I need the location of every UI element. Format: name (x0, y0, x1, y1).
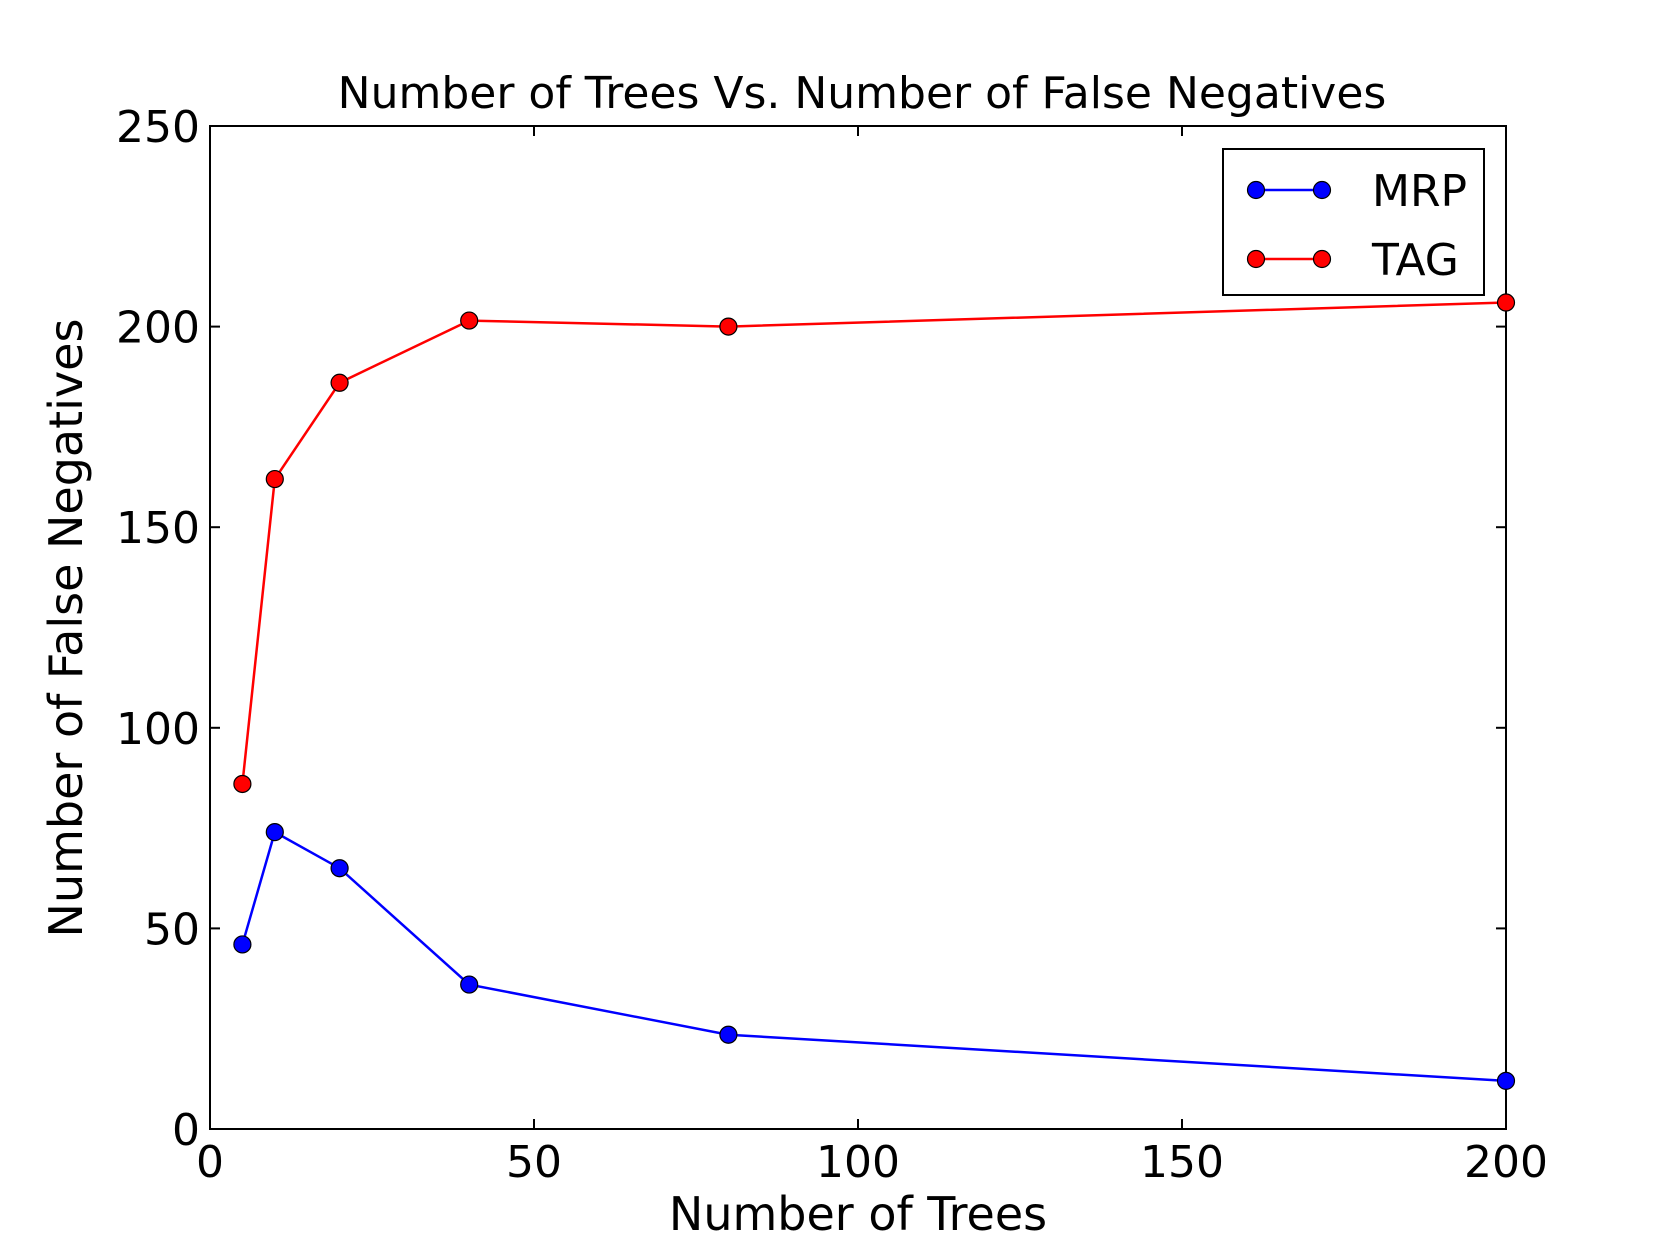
series-tag (233, 293, 1516, 794)
x-tick-label: 50 (506, 1137, 562, 1188)
data-point-tag (233, 774, 252, 794)
data-point-tag (1496, 293, 1516, 312)
legend: MRP TAG (1222, 148, 1485, 296)
data-point-mrp (330, 859, 349, 878)
data-point-tag (265, 469, 284, 489)
data-point-mrp (460, 975, 479, 994)
y-tick-label: 50 (144, 904, 200, 955)
data-point-mrp (1496, 1071, 1516, 1090)
legend-label-tag: TAG (1371, 235, 1459, 286)
x-axis-label: Number of Trees (669, 1187, 1047, 1241)
data-point-mrp (233, 935, 252, 954)
x-tick-label: 150 (1140, 1137, 1224, 1188)
x-tick-label: 100 (816, 1137, 900, 1188)
legend-marker-tag (1312, 249, 1332, 269)
legend-label-mrp: MRP (1372, 166, 1467, 217)
series-line-tag (241, 301, 1507, 785)
series-line-mrp (241, 830, 1507, 1083)
data-point-mrp (719, 1025, 738, 1044)
chart-title: Number of Trees Vs. Number of False Nega… (338, 68, 1387, 119)
data-point-mrp (265, 823, 284, 842)
legend-box (1222, 148, 1485, 296)
series-layer (233, 293, 1516, 1090)
y-axis-label: Number of False Negatives (39, 319, 93, 938)
series-mrp (233, 823, 1516, 1090)
legend-marker-mrp (1312, 180, 1332, 200)
legend-marker-tag (1246, 249, 1266, 269)
data-point-tag (330, 373, 349, 392)
data-point-tag (719, 317, 738, 336)
y-tick-label: 250 (116, 102, 200, 153)
y-tick-label: 0 (172, 1105, 200, 1156)
y-tick-label: 150 (116, 503, 200, 554)
legend-marker-mrp (1246, 180, 1266, 200)
legend-item-tag: TAG (1246, 235, 1459, 286)
y-tick-label: 200 (116, 303, 200, 354)
y-tick-label: 100 (116, 704, 200, 755)
data-point-tag (460, 311, 479, 330)
legend-item-mrp: MRP (1246, 166, 1467, 217)
x-tick-label: 200 (1464, 1137, 1548, 1188)
axis-ticks: 0 50 100 150 200 0 50 100 150 200 250 (116, 102, 1548, 1188)
x-tick-label: 0 (196, 1137, 224, 1188)
